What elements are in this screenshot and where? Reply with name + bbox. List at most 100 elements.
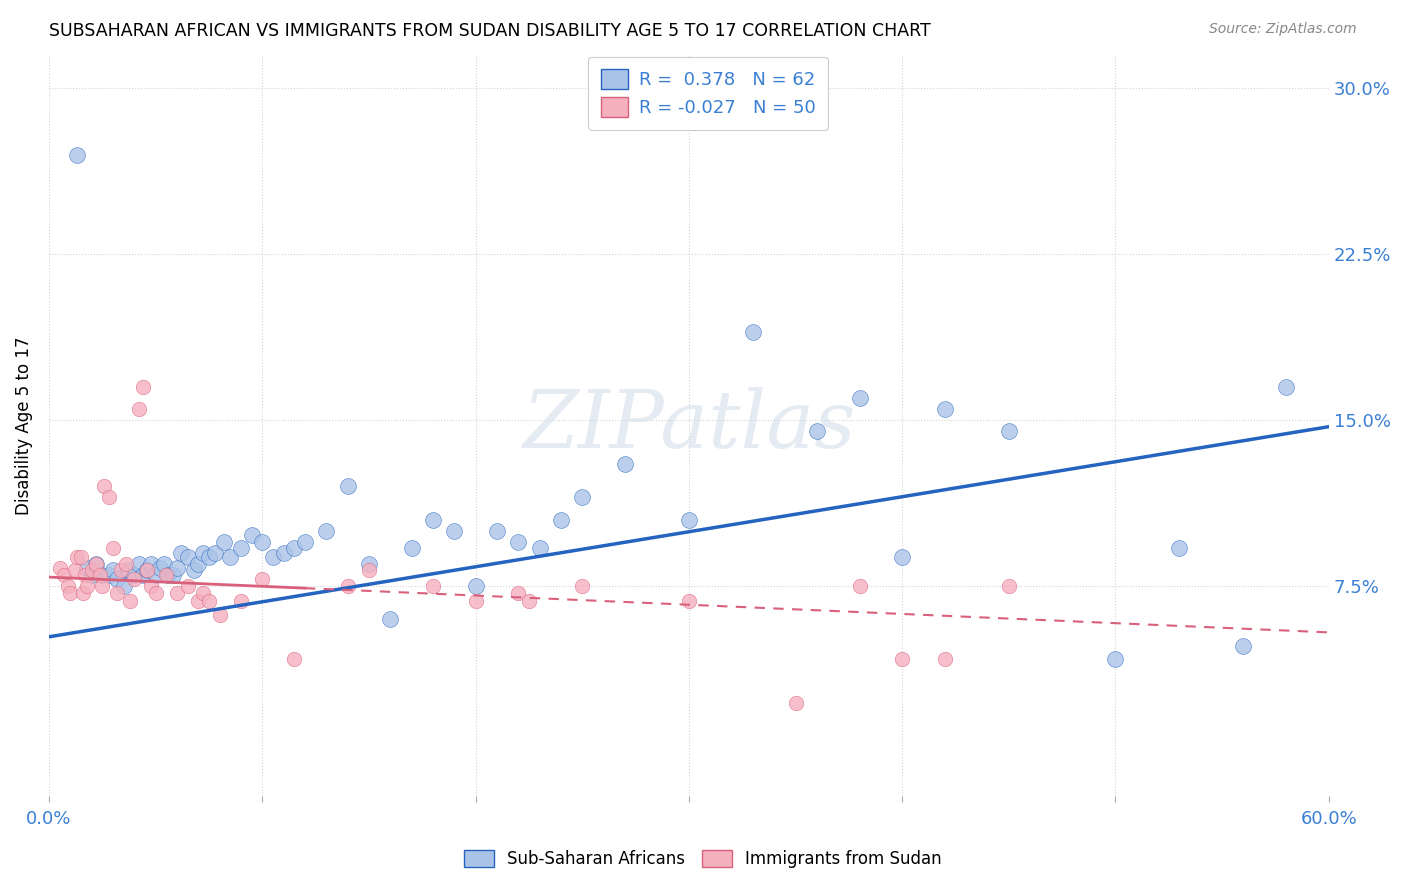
Point bbox=[105, 585, 128, 599]
Point bbox=[848, 391, 870, 405]
Point bbox=[336, 579, 359, 593]
Point bbox=[84, 557, 107, 571]
Point bbox=[485, 524, 508, 538]
Point bbox=[93, 479, 115, 493]
Point bbox=[508, 534, 530, 549]
Point bbox=[208, 607, 231, 622]
Point bbox=[72, 585, 94, 599]
Point bbox=[128, 557, 150, 571]
Point bbox=[112, 579, 135, 593]
Point bbox=[550, 513, 572, 527]
Point bbox=[76, 579, 98, 593]
Point bbox=[128, 402, 150, 417]
Point bbox=[806, 424, 828, 438]
Point bbox=[891, 652, 914, 666]
Point bbox=[101, 564, 124, 578]
Point bbox=[145, 585, 167, 599]
Point bbox=[132, 380, 155, 394]
Point bbox=[63, 564, 86, 578]
Point bbox=[59, 585, 82, 599]
Point bbox=[508, 585, 530, 599]
Point bbox=[76, 561, 98, 575]
Point bbox=[464, 579, 486, 593]
Point bbox=[934, 402, 956, 417]
Point bbox=[934, 652, 956, 666]
Point bbox=[66, 147, 89, 161]
Point bbox=[48, 561, 70, 575]
Point bbox=[110, 564, 132, 578]
Point bbox=[315, 524, 337, 538]
Point bbox=[283, 652, 305, 666]
Point bbox=[56, 579, 79, 593]
Point bbox=[136, 564, 159, 578]
Point bbox=[678, 594, 700, 608]
Point bbox=[187, 594, 209, 608]
Y-axis label: Disability Age 5 to 17: Disability Age 5 to 17 bbox=[15, 336, 32, 515]
Point bbox=[176, 550, 198, 565]
Point bbox=[273, 546, 295, 560]
Point bbox=[114, 557, 136, 571]
Point bbox=[89, 567, 111, 582]
Point bbox=[124, 567, 146, 582]
Point bbox=[157, 567, 180, 582]
Point bbox=[70, 550, 93, 565]
Point bbox=[91, 567, 114, 582]
Point bbox=[141, 579, 163, 593]
Point bbox=[785, 696, 807, 710]
Point bbox=[219, 550, 242, 565]
Point bbox=[1168, 541, 1191, 556]
Point bbox=[443, 524, 465, 538]
Point bbox=[91, 579, 114, 593]
Point bbox=[124, 572, 146, 586]
Point bbox=[262, 550, 284, 565]
Point bbox=[162, 567, 184, 582]
Point bbox=[97, 567, 120, 582]
Point bbox=[229, 541, 252, 556]
Point bbox=[183, 564, 205, 578]
Point bbox=[153, 557, 176, 571]
Point bbox=[118, 594, 141, 608]
Point bbox=[357, 557, 380, 571]
Point bbox=[155, 567, 177, 582]
Point bbox=[1232, 639, 1254, 653]
Point bbox=[422, 513, 444, 527]
Point bbox=[198, 550, 221, 565]
Point bbox=[998, 424, 1021, 438]
Point bbox=[136, 564, 159, 578]
Point bbox=[1275, 380, 1298, 394]
Point bbox=[1104, 652, 1126, 666]
Legend: Sub-Saharan Africans, Immigrants from Sudan: Sub-Saharan Africans, Immigrants from Su… bbox=[456, 842, 950, 877]
Point bbox=[571, 579, 593, 593]
Point bbox=[149, 561, 172, 575]
Point bbox=[252, 572, 274, 586]
Point bbox=[105, 572, 128, 586]
Point bbox=[132, 567, 155, 582]
Point bbox=[571, 491, 593, 505]
Point bbox=[97, 491, 120, 505]
Point bbox=[141, 557, 163, 571]
Point bbox=[283, 541, 305, 556]
Point bbox=[80, 564, 103, 578]
Point bbox=[117, 564, 139, 578]
Point bbox=[252, 534, 274, 549]
Point bbox=[464, 594, 486, 608]
Point bbox=[294, 534, 316, 549]
Legend: R =  0.378   N = 62, R = -0.027   N = 50: R = 0.378 N = 62, R = -0.027 N = 50 bbox=[588, 57, 828, 130]
Point bbox=[204, 546, 226, 560]
Point bbox=[357, 564, 380, 578]
Point bbox=[336, 479, 359, 493]
Point bbox=[741, 325, 763, 339]
Point bbox=[145, 567, 167, 582]
Point bbox=[198, 594, 221, 608]
Point bbox=[166, 585, 188, 599]
Point bbox=[212, 534, 235, 549]
Point bbox=[613, 458, 636, 472]
Point bbox=[998, 579, 1021, 593]
Point bbox=[101, 541, 124, 556]
Point bbox=[176, 579, 198, 593]
Point bbox=[191, 585, 214, 599]
Point bbox=[66, 550, 89, 565]
Point bbox=[80, 567, 103, 582]
Text: Source: ZipAtlas.com: Source: ZipAtlas.com bbox=[1209, 22, 1357, 37]
Point bbox=[401, 541, 423, 556]
